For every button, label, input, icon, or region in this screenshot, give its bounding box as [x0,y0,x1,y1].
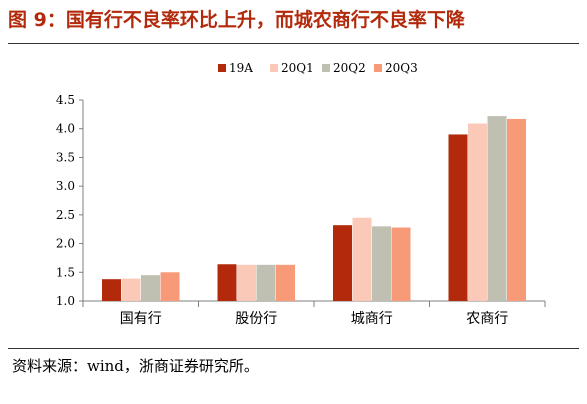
legend-swatch-20q3 [374,64,382,72]
legend-label-19a: 19A [229,61,253,75]
figure-title: 图 9：国有行不良率环比上升，而城农商行不良率下降 [8,9,465,31]
bar-19a-1 [102,279,121,301]
legend-label-20q1: 20Q1 [281,61,314,75]
title-divider [8,43,579,44]
legend-swatch-20q1 [270,64,278,72]
y-tick-label: 3.0 [56,179,75,193]
source-note: 资料来源：wind，浙商证券研究所。 [12,357,259,375]
bar-20q2-4 [487,116,507,301]
bar-20q3-4 [507,118,526,301]
bar-20q3-3 [391,227,411,301]
x-category-label: 城商行 [351,311,393,327]
y-tick-label: 3.5 [56,150,75,164]
bar-19a-3 [333,225,352,301]
y-tick-label: 4.0 [56,122,75,136]
x-category-label: 农商行 [466,311,508,327]
legend-swatch-20q2 [322,64,330,72]
y-tick-label: 2.5 [56,208,75,222]
source-divider [8,348,579,349]
x-category-label: 国有行 [120,311,162,327]
bar-20q3-2 [276,264,295,301]
bar-19a-4 [448,134,468,301]
y-tick-label: 1.5 [56,265,75,279]
x-category-label: 股份行 [235,311,277,327]
legend-label-20q3: 20Q3 [385,61,418,75]
bar-chart: 1.0 1.5 2.0 2.5 3.0 3.5 4.0 4.5 国有行 股份行 城商行 农商行 19A 2… [56,61,546,327]
legend-swatch-19a [218,64,226,72]
bar-20q1-1 [121,278,141,301]
bar-20q2-2 [256,264,276,301]
bar-20q1-4 [468,123,487,301]
bar-20q1-2 [237,264,256,301]
bar-20q3-1 [160,272,180,301]
bar-19a-2 [217,264,237,301]
y-tick-label: 2.0 [56,237,75,251]
legend-label-20q2: 20Q2 [333,61,366,75]
bar-20q2-3 [372,226,391,301]
y-tick-label: 1.0 [56,294,75,308]
bar-20q1-3 [352,217,372,301]
y-tick-label: 4.5 [56,93,75,107]
bar-20q2-1 [141,275,160,301]
